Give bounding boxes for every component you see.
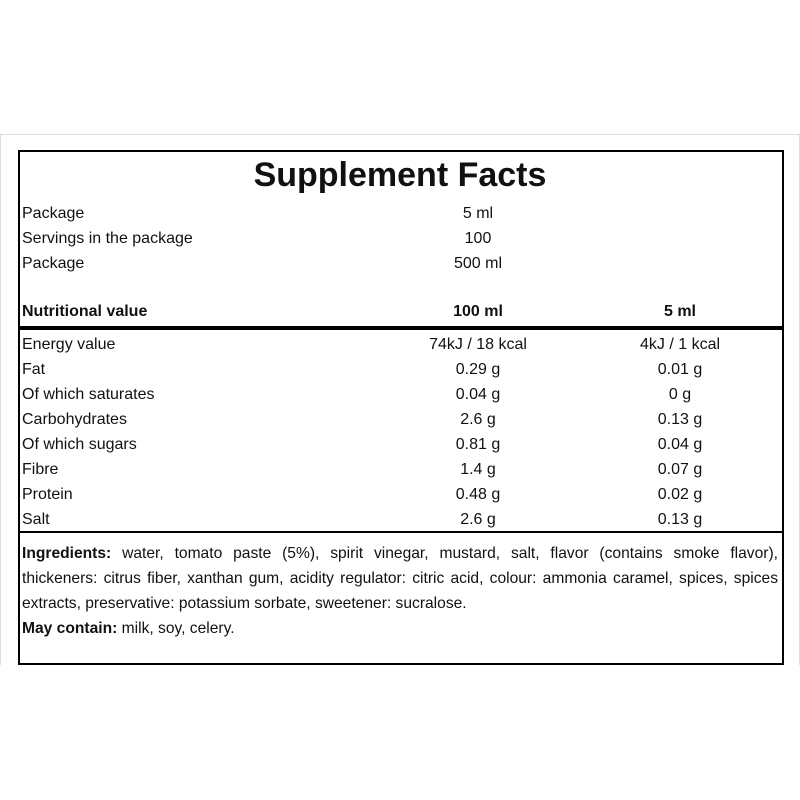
value-cell: 74kJ / 18 kcal — [429, 336, 527, 353]
nutrient-name: Of which sugars — [22, 436, 137, 453]
value-cell: 0.48 g — [455, 486, 501, 503]
may-contain-text: milk, soy, celery. — [121, 620, 235, 637]
value-cell: 4kJ / 1 kcal — [639, 336, 721, 353]
ingredients-label: Ingredients: — [22, 545, 112, 562]
ingredients-text: water, tomato paste (5%), spirit vinegar… — [22, 545, 778, 612]
nutrient-name: Salt — [22, 511, 50, 528]
nutrient-name: Fibre — [22, 461, 59, 478]
value-cell: 2.6 g — [460, 411, 496, 428]
info-label: Package — [22, 255, 85, 272]
value-cell: 0.01 g — [657, 361, 703, 378]
thick-rule — [18, 326, 782, 330]
info-label: Servings in the package — [22, 230, 193, 247]
ingredients: Ingredients: water, tomato paste (5%), s… — [22, 541, 778, 641]
nutrient-name: Fat — [22, 361, 46, 378]
title: Supplement Facts — [253, 156, 547, 194]
value-cell: 0.13 g — [657, 511, 703, 528]
may-contain-block: May contain: milk, soy, celery. — [22, 616, 778, 641]
ingredients-block: Ingredients: water, tomato paste (5%), s… — [22, 541, 778, 616]
value-cell: 0.81 g — [455, 436, 501, 453]
value-cell: 0.13 g — [657, 411, 703, 428]
value-cell: 0.07 g — [657, 461, 703, 478]
header-cell: 100 ml — [453, 303, 503, 320]
header-cell: 5 ml — [663, 303, 696, 320]
value-cell: 2.6 g — [460, 511, 496, 528]
value-cell: 0 g — [668, 386, 692, 403]
info-value: 5 ml — [462, 205, 494, 222]
nutrient-name: Protein — [22, 486, 73, 503]
nutrient-name: Of which saturates — [22, 386, 155, 403]
info-value: 500 ml — [453, 255, 503, 272]
header-cell: Nutritional value — [22, 303, 148, 320]
nutrient-name: Energy value — [22, 336, 116, 353]
value-cell: 0.04 g — [657, 436, 703, 453]
rule — [18, 531, 782, 533]
value-cell: 0.02 g — [657, 486, 703, 503]
label-box — [18, 150, 784, 665]
nutrient-name: Carbohydrates — [22, 411, 127, 428]
value-cell: 0.04 g — [455, 386, 501, 403]
value-cell: 1.4 g — [460, 461, 496, 478]
may-contain-label: May contain: — [22, 620, 118, 637]
info-label: Package — [22, 205, 85, 222]
info-value: 100 — [464, 230, 492, 247]
value-cell: 0.29 g — [455, 361, 501, 378]
